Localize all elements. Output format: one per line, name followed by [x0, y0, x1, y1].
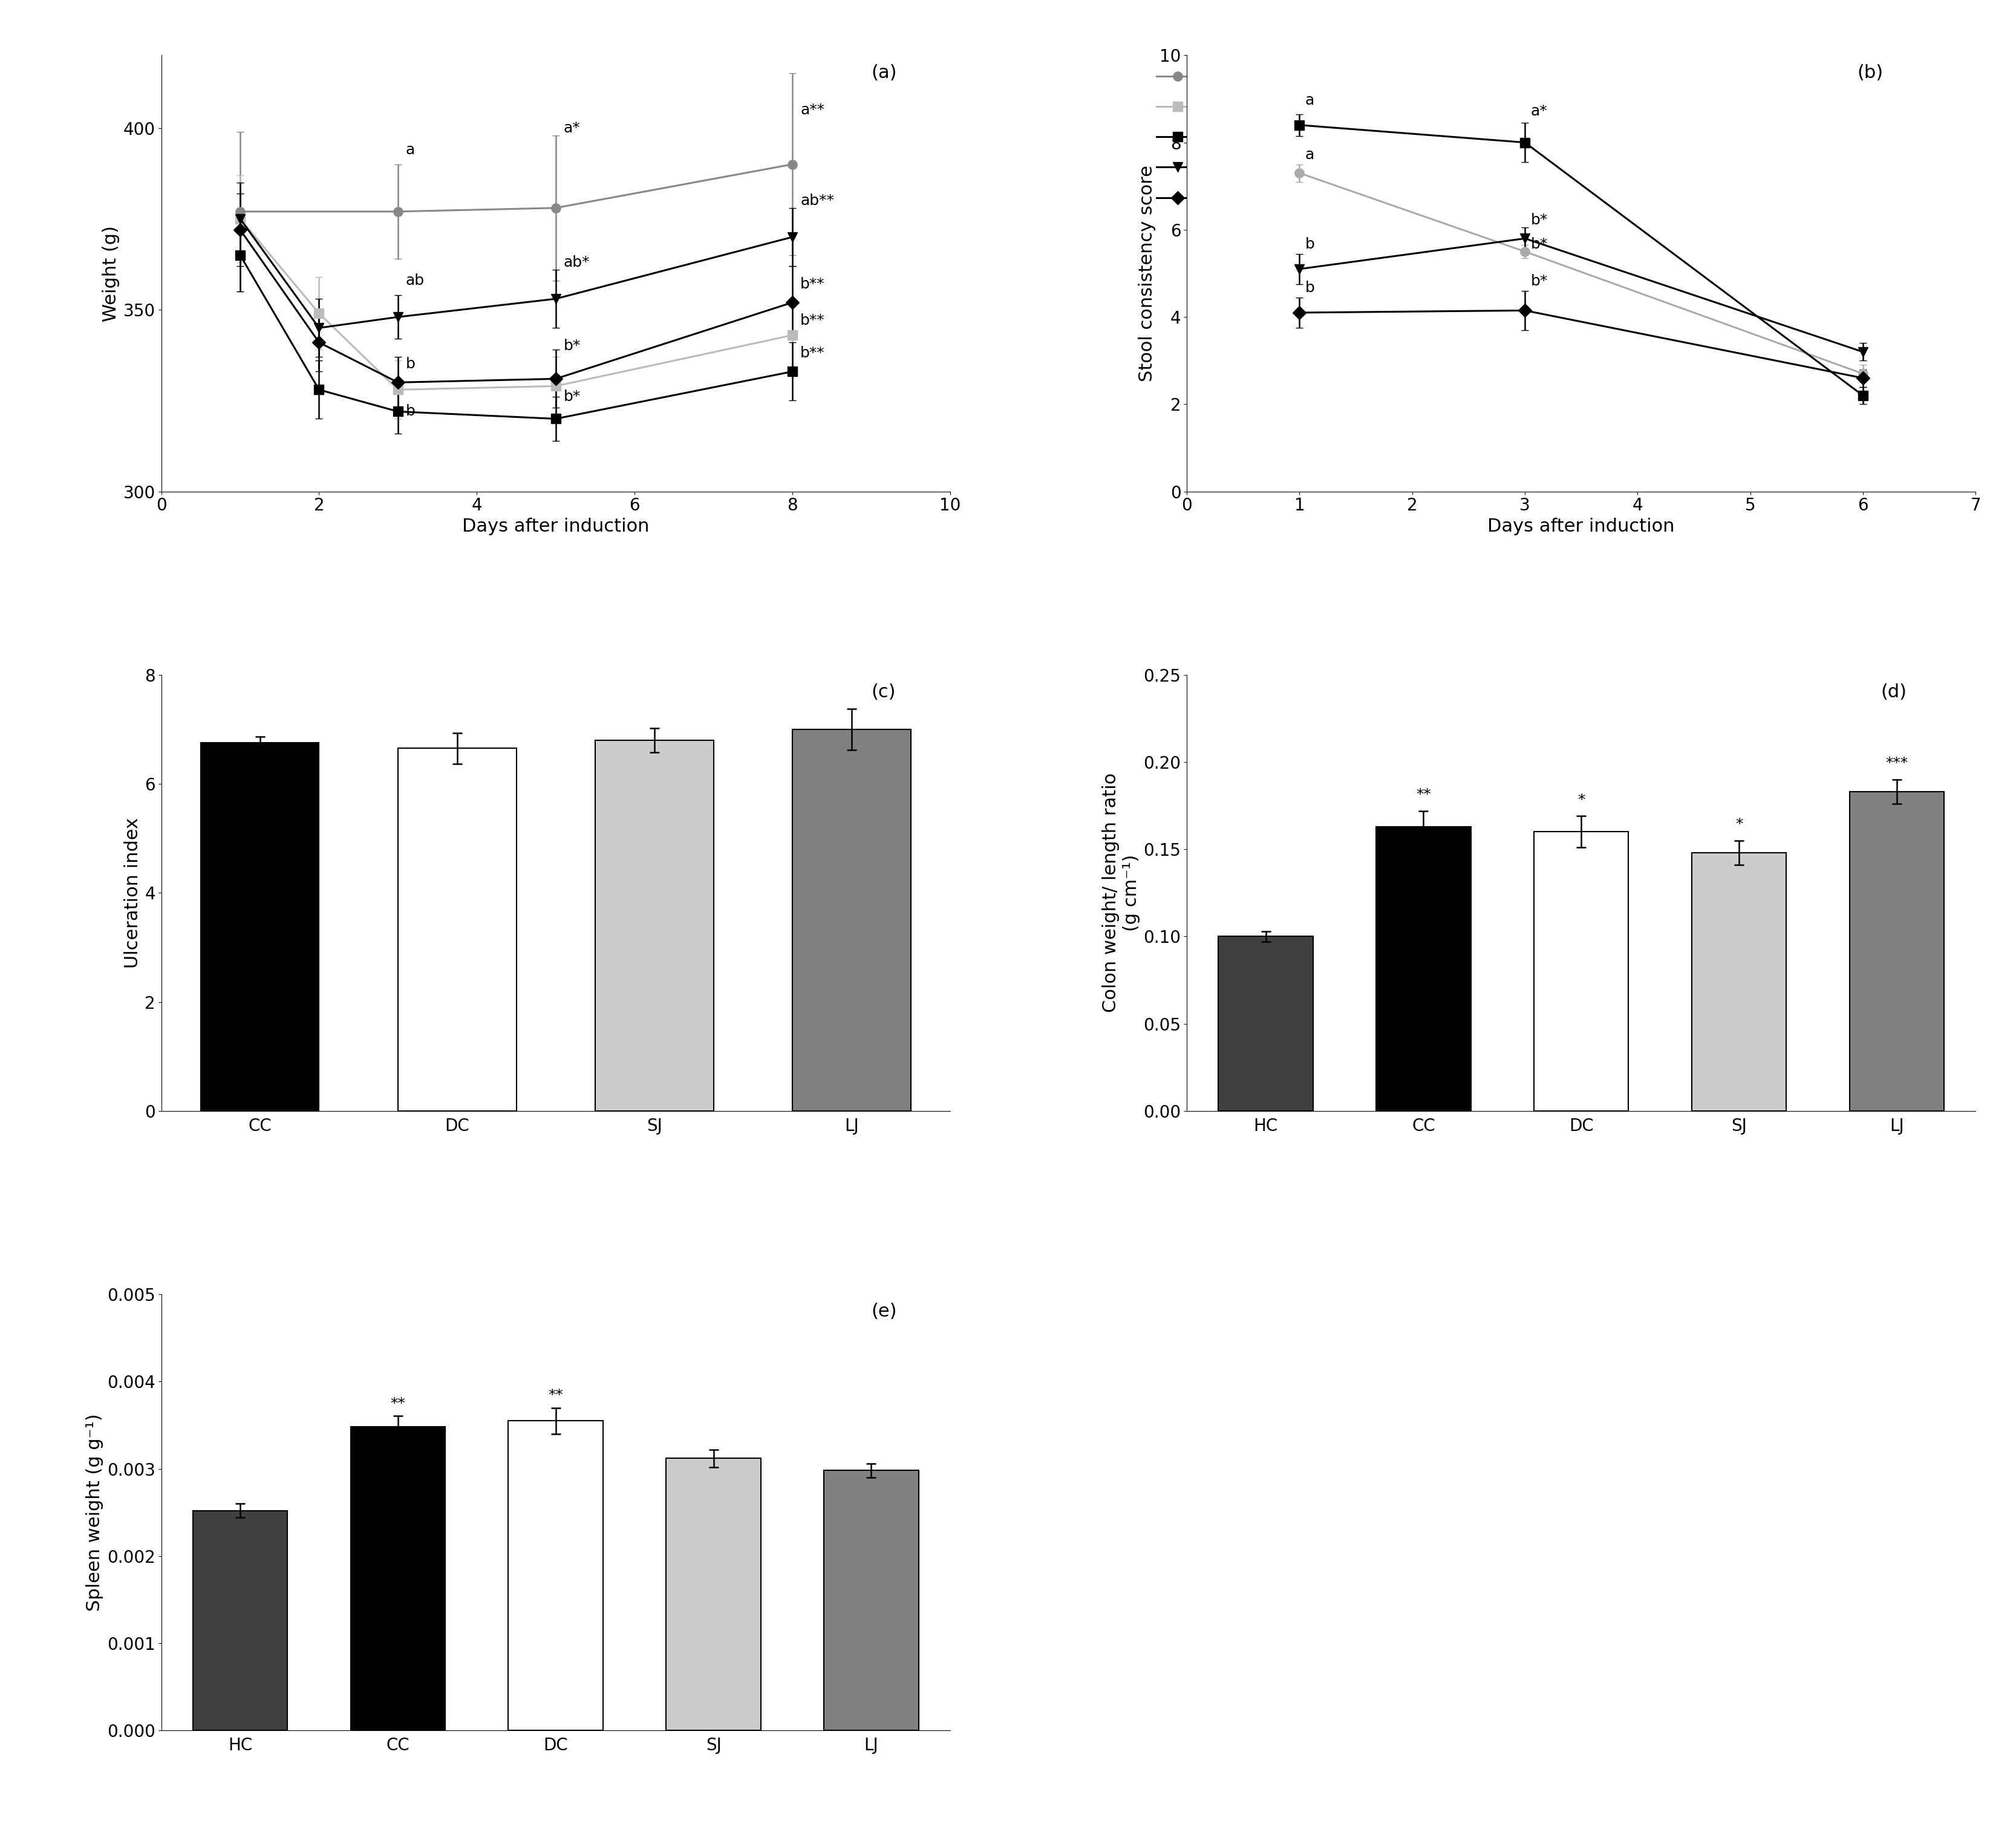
X-axis label: Days after induction: Days after induction — [462, 517, 649, 536]
Text: a: a — [1304, 94, 1314, 107]
Text: (b): (b) — [1857, 64, 1883, 81]
Bar — [1691, 852, 1786, 1110]
Y-axis label: Spleen weight (g g⁻¹): Spleen weight (g g⁻¹) — [87, 1414, 103, 1611]
Text: **: ** — [548, 1388, 562, 1403]
Text: b: b — [1304, 280, 1314, 295]
Text: a: a — [405, 142, 415, 156]
Text: ab*: ab* — [564, 256, 591, 271]
Text: a**: a** — [800, 103, 825, 118]
Text: a*: a* — [564, 122, 581, 134]
Text: b*: b* — [564, 339, 581, 353]
Text: a: a — [1304, 147, 1314, 162]
Text: b*: b* — [1530, 274, 1548, 289]
Y-axis label: Colon weight/ length ratio
(g cm⁻¹): Colon weight/ length ratio (g cm⁻¹) — [1103, 773, 1139, 1013]
Bar — [665, 1458, 760, 1731]
Text: **: ** — [1415, 788, 1431, 803]
Text: ***: *** — [1885, 757, 1907, 771]
Text: b: b — [405, 405, 415, 418]
Text: ab: ab — [405, 274, 425, 287]
Bar — [792, 729, 911, 1110]
Text: b: b — [405, 357, 415, 372]
Text: b**: b** — [800, 313, 825, 328]
Text: b*: b* — [1530, 237, 1548, 252]
Text: *: * — [1577, 793, 1585, 808]
Bar — [1849, 792, 1943, 1110]
Text: a*: a* — [1530, 103, 1546, 118]
Text: (d): (d) — [1881, 683, 1907, 701]
Y-axis label: Ulceration index: Ulceration index — [123, 817, 141, 968]
Legend: HC, CC, DC, SJ, LJ: HC, CC, DC, SJ, LJ — [1151, 64, 1242, 212]
Text: (c): (c) — [871, 683, 895, 701]
Bar — [351, 1427, 446, 1731]
Y-axis label: Weight (g): Weight (g) — [103, 225, 119, 322]
Bar — [1377, 827, 1472, 1110]
Text: b**: b** — [800, 276, 825, 291]
Text: (e): (e) — [871, 1303, 897, 1320]
Bar — [397, 749, 516, 1110]
Text: b: b — [1304, 237, 1314, 252]
Bar — [1218, 937, 1312, 1110]
Bar — [825, 1471, 919, 1731]
Text: b**: b** — [800, 346, 825, 361]
Text: ab**: ab** — [800, 193, 835, 208]
Text: *: * — [1736, 817, 1742, 832]
Text: b*: b* — [564, 390, 581, 405]
X-axis label: Days after induction: Days after induction — [1488, 517, 1675, 536]
Bar — [202, 744, 319, 1110]
Y-axis label: Stool consistency score: Stool consistency score — [1139, 166, 1155, 381]
Text: (a): (a) — [871, 64, 897, 81]
Bar — [1534, 832, 1629, 1110]
Text: **: ** — [391, 1397, 405, 1412]
Bar — [508, 1421, 603, 1731]
Text: b*: b* — [1530, 214, 1548, 228]
Bar — [194, 1511, 288, 1731]
Bar — [595, 740, 714, 1110]
